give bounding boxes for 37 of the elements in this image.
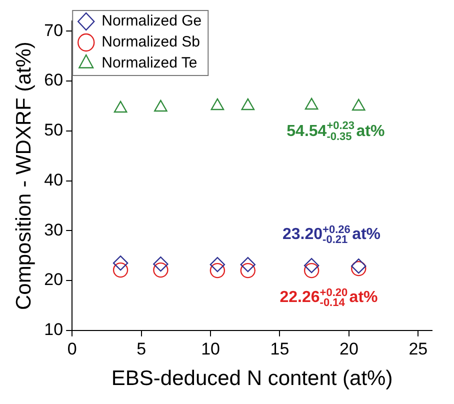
y-tick-label: 40 [44, 170, 64, 190]
annotation: 54.54$^{+0.23}$$_{-0.35}$ at% [286, 120, 385, 143]
x-tick-label: 15 [270, 339, 290, 358]
point [304, 98, 318, 110]
point [304, 258, 320, 274]
point [114, 100, 128, 113]
point [304, 262, 320, 278]
point [210, 98, 224, 110]
point [153, 262, 168, 278]
point [352, 98, 366, 111]
legend-label: Normalized Sb [102, 34, 200, 51]
legend-label: Normalized Te [102, 54, 198, 72]
y-axis-title: Composition - WDXRF (at%) [12, 42, 36, 310]
point [112, 255, 128, 271]
annotation: 22.26$^{+0.20}$$_{-0.14}$ at% [280, 286, 378, 310]
point [240, 262, 256, 278]
y-tick-label: 20 [44, 270, 64, 290]
point [240, 256, 256, 272]
legend-label: Normalized Ge [102, 12, 202, 30]
x-axis-title: EBS-deduced N content (at%) [111, 367, 393, 390]
y-tick-label: 60 [44, 70, 64, 90]
point [241, 98, 255, 110]
y-tick-label: 70 [44, 20, 64, 40]
y-tick-label: 50 [44, 120, 64, 140]
point [112, 262, 128, 278]
x-tick-label: 25 [408, 339, 428, 358]
point [153, 256, 168, 272]
annotation: 23.20$^{+0.26}$$_{-0.21}$ at% [282, 224, 381, 246]
point [210, 256, 226, 272]
point [210, 262, 226, 278]
x-tick-label: 20 [339, 339, 358, 358]
x-tick-label: 5 [136, 339, 146, 358]
y-tick-label: 30 [44, 220, 64, 240]
point [154, 100, 168, 112]
y-tick-label: 10 [44, 320, 64, 340]
x-tick-label: 0 [67, 339, 77, 358]
x-tick-label: 10 [201, 339, 220, 358]
